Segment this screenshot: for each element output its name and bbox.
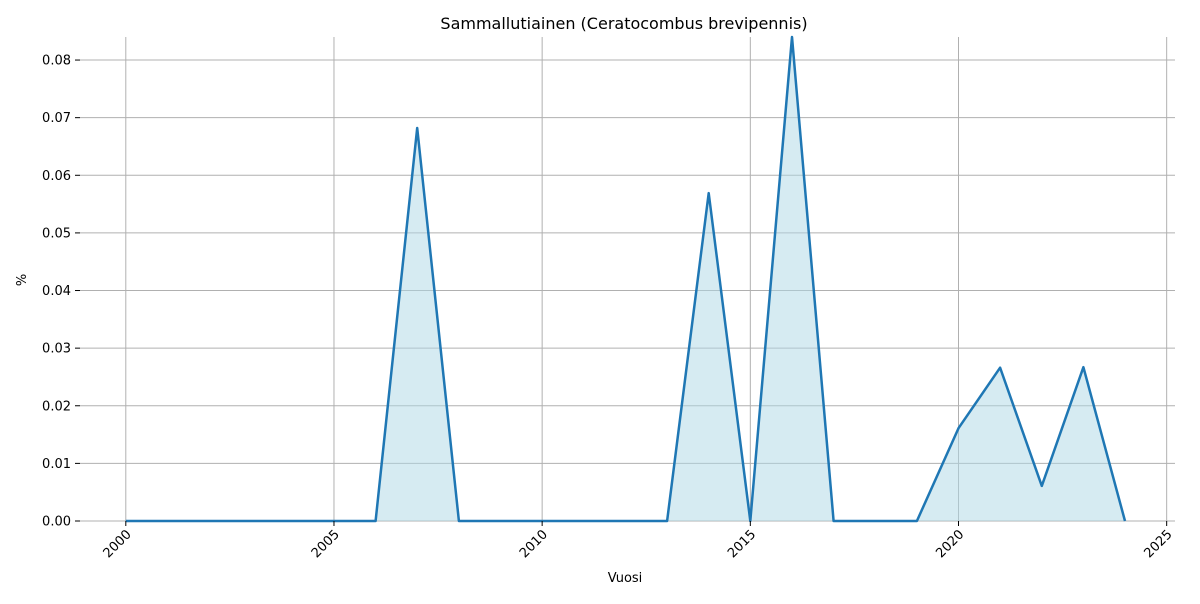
series-area [125,37,1126,521]
x-axis-ticks: 2000 2005 2010 2015 2020 2025 [101,521,1176,561]
y-tick-label: 0.05 [42,226,71,241]
chart-title: Sammallutiainen (Ceratocombus brevipenni… [440,14,807,33]
y-axis-label: % [15,274,30,286]
x-tick-label: 2000 [101,527,135,561]
x-tick-label: 2025 [1141,527,1175,561]
y-axis-ticks: 0.00 0.01 0.02 0.03 0.04 0.05 0.06 0.07 0.08 [42,54,80,530]
y-tick-label: 0.04 [42,284,71,299]
y-tick-label: 0.03 [42,342,71,357]
y-tick-label: 0.06 [42,169,71,184]
x-tick-label: 2020 [933,527,967,561]
grid [80,37,1175,522]
x-tick-label: 2010 [517,527,551,561]
y-tick-label: 0.00 [42,515,71,530]
y-tick-label: 0.02 [42,399,71,414]
x-axis-label: Vuosi [608,571,643,586]
x-tick-label: 2005 [309,527,343,561]
y-tick-label: 0.01 [42,457,71,472]
y-tick-label: 0.07 [42,111,71,126]
y-tick-label: 0.08 [42,54,71,69]
series-line [125,35,1127,523]
x-tick-label: 2015 [725,527,759,561]
